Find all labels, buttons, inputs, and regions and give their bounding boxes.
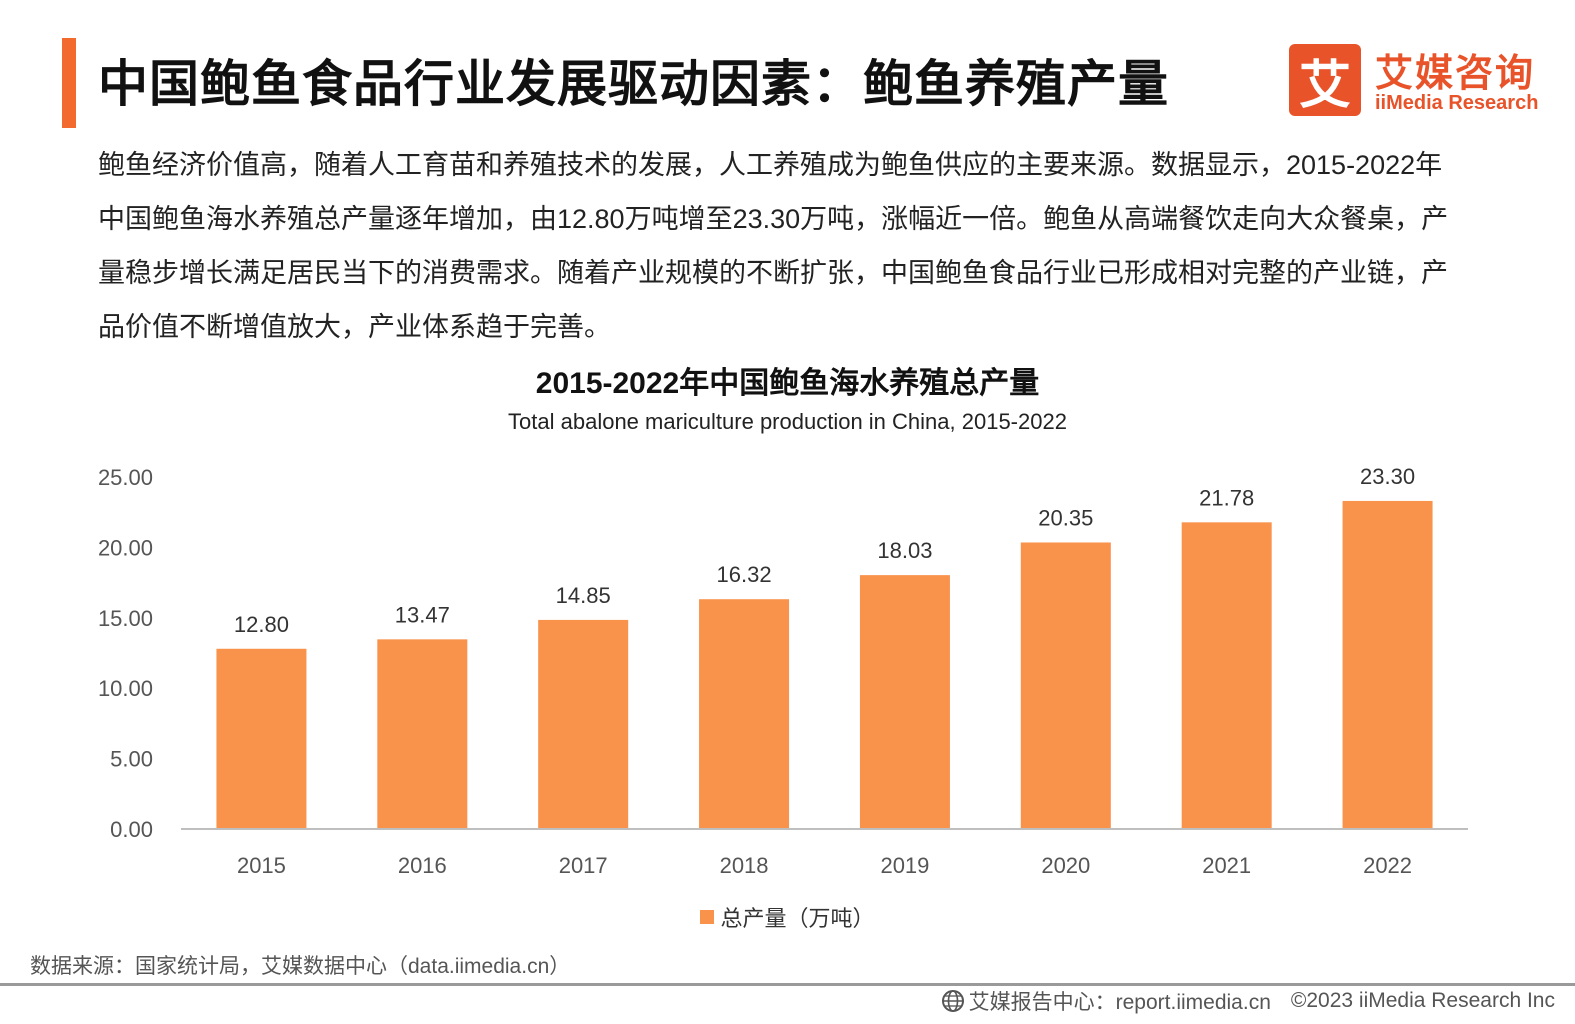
title-accent-bar — [62, 38, 76, 128]
y-tick-label: 10.00 — [98, 676, 153, 701]
bar — [216, 648, 307, 829]
bar-chart: 0.00 5.00 10.00 15.00 20.00 25.00 12.80 2015 13.… — [98, 464, 1468, 878]
logo-text-en: iiMedia Research — [1375, 92, 1539, 114]
globe-icon — [941, 990, 964, 1012]
footer-copyright: ©2023 iiMedia Research Inc — [1290, 989, 1555, 1012]
data-label: 23.30 — [1360, 464, 1415, 489]
x-tick-label: 2022 — [1363, 853, 1412, 878]
bar — [1020, 542, 1111, 829]
y-tick-label: 5.00 — [110, 747, 153, 772]
data-label: 16.32 — [717, 562, 772, 587]
x-tick-label: 2020 — [1041, 853, 1090, 878]
bar — [1342, 500, 1433, 829]
bar — [699, 599, 790, 829]
x-tick-label: 2017 — [559, 853, 608, 878]
x-tick-label: 2015 — [237, 853, 286, 878]
y-tick-label: 25.00 — [98, 465, 153, 490]
logo-mark: 艾 — [1289, 44, 1361, 116]
data-label: 20.35 — [1038, 505, 1093, 530]
data-label: 12.80 — [234, 612, 289, 637]
brand-logo: 艾 艾媒咨询 iiMedia Research — [1289, 42, 1559, 120]
x-tick-label: 2016 — [398, 853, 447, 878]
page-title: 中国鲍鱼食品行业发展驱动因素：鲍鱼养殖产量 — [98, 56, 1169, 112]
data-label: 13.47 — [395, 602, 450, 627]
bar — [538, 619, 629, 829]
chart-legend: 总产量（万吨） — [0, 901, 1575, 933]
intro-paragraph: 鲍鱼经济价值高，随着人工育苗和养殖技术的发展，人工养殖成为鲍鱼供应的主要来源。数… — [98, 150, 1449, 342]
y-tick-label: 20.00 — [98, 535, 153, 560]
data-label: 14.85 — [556, 583, 611, 608]
footer: 艾媒报告中心：report.iimedia.cn ©2023 iiMedia R… — [941, 986, 1555, 1016]
legend-swatch — [700, 910, 715, 924]
x-tick-label: 2021 — [1202, 853, 1251, 878]
logo-text-cn: 艾媒咨询 — [1375, 53, 1536, 95]
x-tick-label: 2018 — [720, 853, 769, 878]
data-source: 数据来源：国家统计局，艾媒数据中心（data.iimedia.cn） — [30, 955, 571, 978]
chart-title: 2015-2022年中国鲍鱼海水养殖总产量 — [535, 367, 1040, 400]
bar — [377, 639, 468, 829]
data-label: 21.78 — [1199, 485, 1254, 510]
y-tick-label: 0.00 — [110, 817, 153, 842]
chart-subtitle: Total abalone mariculture production in … — [508, 409, 1067, 434]
y-tick-label: 15.00 — [98, 606, 153, 631]
bar — [1181, 522, 1272, 829]
legend-label: 总产量（万吨） — [720, 906, 875, 931]
data-label: 18.03 — [877, 538, 932, 563]
bar — [859, 575, 950, 829]
footer-divider — [0, 983, 1575, 986]
x-tick-label: 2019 — [880, 853, 929, 878]
footer-report-link[interactable]: 艾媒报告中心：report.iimedia.cn — [968, 991, 1271, 1014]
